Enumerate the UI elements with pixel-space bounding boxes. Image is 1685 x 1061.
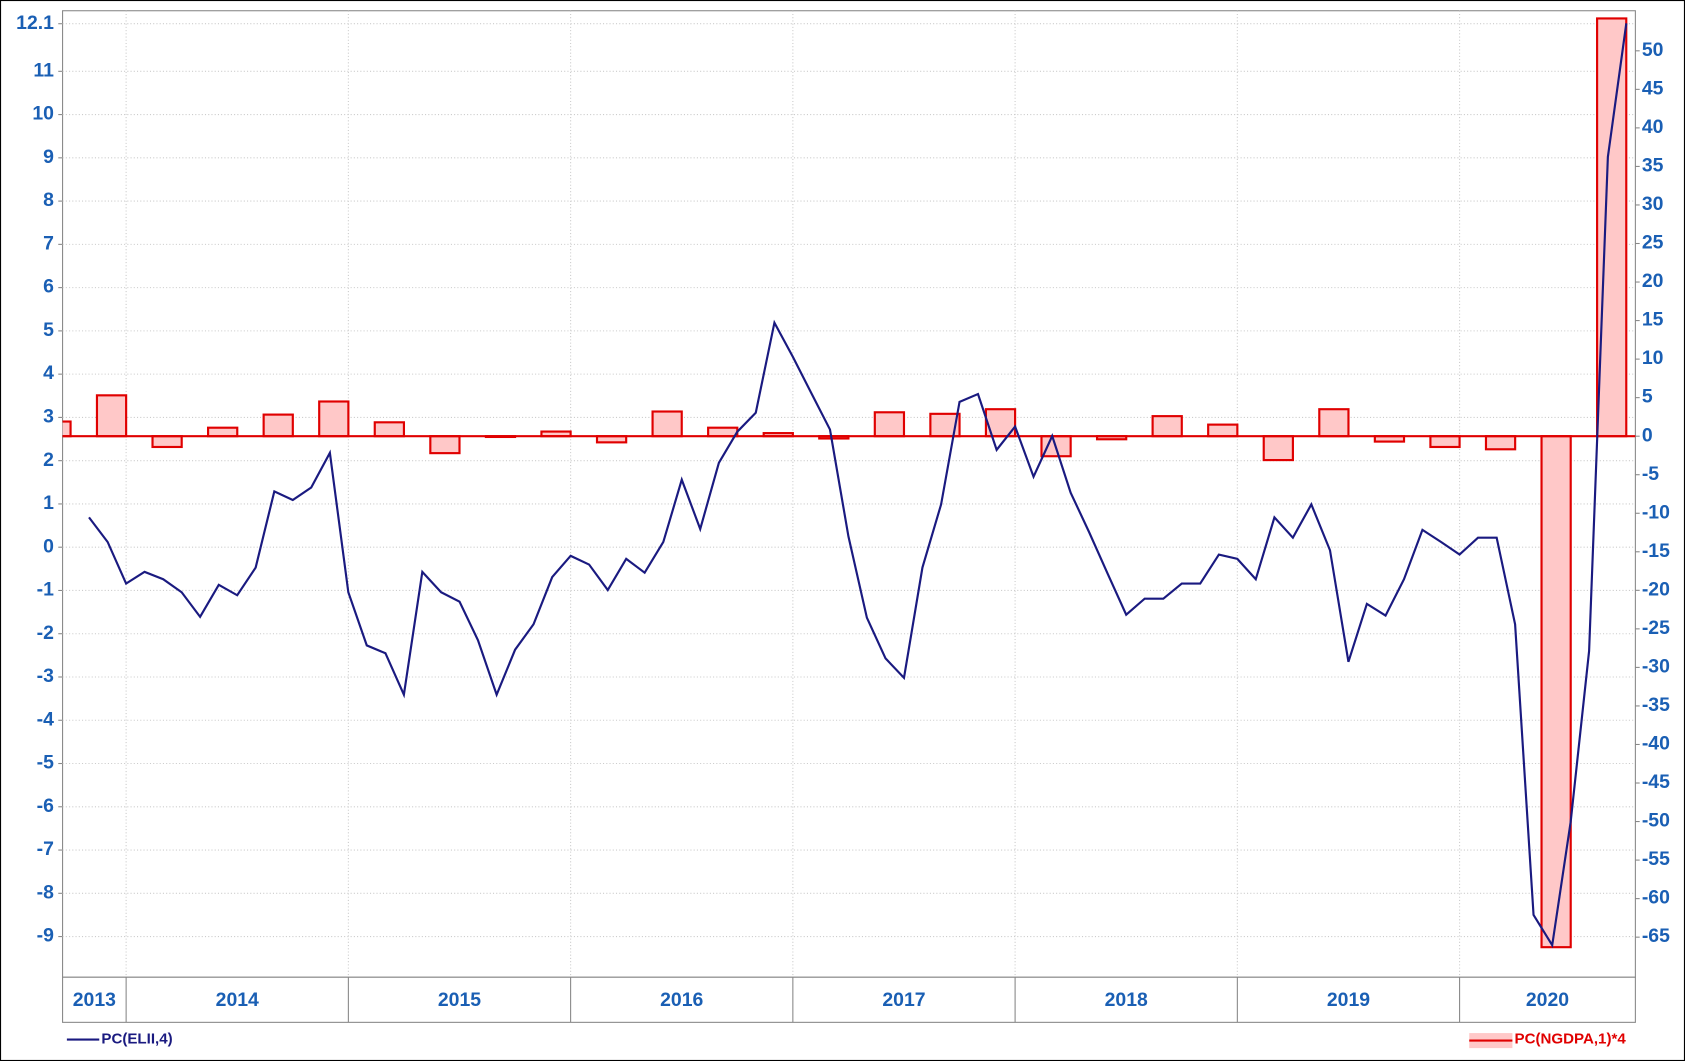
plot-area (62, 10, 1636, 978)
y-tick-label: -2 (37, 622, 54, 644)
bar (262, 413, 294, 438)
y2-tick-label: -35 (1642, 694, 1670, 716)
bar (707, 426, 739, 438)
x-tick-label: 2015 (438, 989, 481, 1011)
y-tick-label: 4 (43, 362, 54, 384)
y2-tick-label: -15 (1642, 540, 1670, 562)
y-tick-label: 7 (43, 232, 54, 254)
y2-tick-label: 45 (1642, 77, 1664, 99)
bar (318, 400, 350, 438)
y2-tick-label: 25 (1642, 232, 1664, 254)
bar (1596, 17, 1628, 438)
y2-tick-label: -65 (1642, 925, 1670, 947)
x-tick-label: 2017 (882, 989, 925, 1011)
y2-tick-label: 50 (1642, 39, 1664, 61)
y2-tick-label: 30 (1642, 193, 1664, 215)
line (88, 23, 1628, 949)
y2-tick-label: 15 (1642, 309, 1664, 331)
y-tick-label: -9 (37, 925, 54, 947)
x-tick-label: 2019 (1327, 989, 1370, 1011)
bar (373, 421, 406, 438)
y-tick-label: 1 (43, 492, 54, 514)
y2-tick-label: 40 (1642, 116, 1664, 138)
y2-tick-label: 10 (1642, 347, 1664, 369)
y-tick-label: 8 (43, 189, 54, 211)
y2-tick-label: -30 (1642, 656, 1670, 678)
bars (62, 17, 1636, 949)
y2-tick-label: -50 (1642, 810, 1670, 832)
y2-tick-label: 0 (1642, 424, 1653, 446)
y-tick-label: 10 (32, 103, 54, 125)
y-tick-label: 9 (43, 146, 54, 168)
y2-tick-label: -40 (1642, 733, 1670, 755)
bar (62, 420, 72, 438)
y-tick-label: 6 (43, 276, 54, 298)
bar (207, 426, 239, 438)
x-tick-label: 2016 (660, 989, 703, 1011)
bar (651, 410, 683, 438)
x-tick-label: 2020 (1526, 989, 1569, 1011)
y-tick-label: 12.1 (16, 12, 54, 34)
y2-tick-label: 35 (1642, 155, 1664, 177)
y-tick-label: -1 (37, 579, 54, 601)
y2-tick-label: -45 (1642, 771, 1670, 793)
x-tick-label: 2018 (1105, 989, 1148, 1011)
y-tick-label: 0 (43, 535, 54, 557)
bar (873, 411, 906, 438)
bar (95, 394, 128, 438)
bar (1151, 415, 1183, 438)
bar (1318, 408, 1350, 438)
y-tick-label: -5 (37, 752, 54, 774)
lines (88, 23, 1628, 949)
y-tick-label: 11 (33, 59, 54, 81)
bar (1262, 435, 1294, 462)
y2-tick-label: -20 (1642, 578, 1670, 600)
grid (58, 10, 1640, 1023)
y2-tick-label: 20 (1642, 270, 1664, 292)
legend-label: PC(ELII,4) (101, 1031, 172, 1048)
y-tick-label: -4 (37, 708, 54, 730)
y-tick-label: 5 (43, 319, 54, 341)
y2-tick-label: -25 (1642, 617, 1670, 639)
x-tick-label: 2014 (216, 989, 259, 1011)
y-tick-label: -3 (37, 665, 54, 687)
x-tick-label: 2013 (73, 989, 116, 1011)
y-tick-label: -6 (37, 795, 54, 817)
y-tick-label: 3 (43, 406, 54, 428)
y2-tick-label: -5 (1642, 463, 1659, 485)
y-tick-label: -7 (37, 838, 54, 860)
legend-label: PC(NGDPA,1)*4 (1515, 1031, 1627, 1048)
year-band (62, 976, 1636, 1023)
y2-tick-label: -60 (1642, 887, 1670, 909)
bar (1207, 423, 1239, 438)
bar (1484, 435, 1517, 451)
y2-tick-label: -55 (1642, 848, 1670, 870)
y-tick-label: -8 (37, 881, 54, 903)
y2-tick-label: -10 (1642, 501, 1670, 523)
y2-tick-label: 5 (1642, 386, 1653, 408)
bar (1429, 435, 1461, 449)
bar (151, 435, 183, 449)
bar (429, 435, 461, 455)
bar (1540, 435, 1572, 949)
labels: -9-8-7-6-5-4-3-2-10123456789101112.1-65-… (16, 12, 1670, 1049)
y-tick-label: 2 (43, 449, 54, 471)
